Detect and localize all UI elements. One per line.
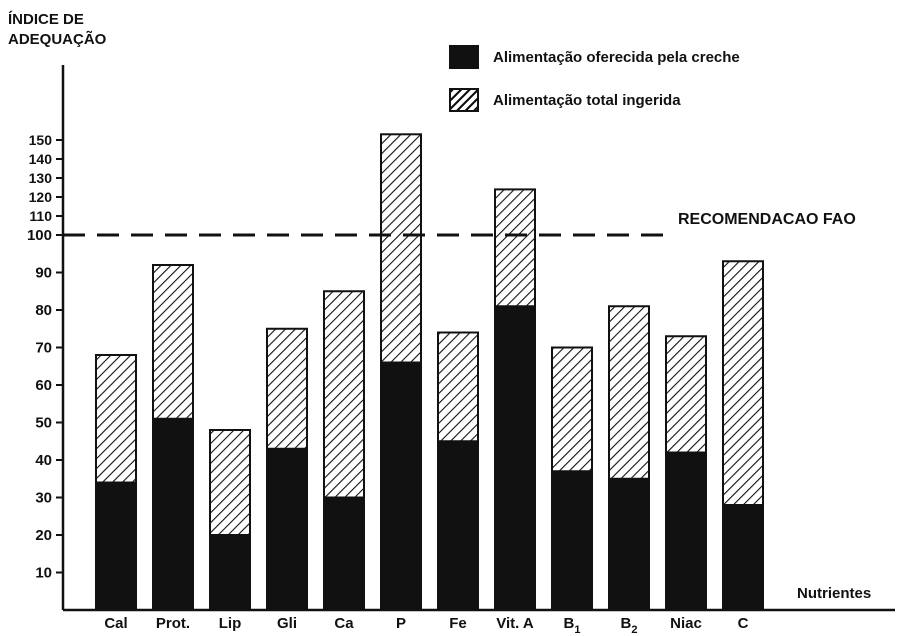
reference-line-label: RECOMENDACAO FAO <box>678 211 856 228</box>
y-axis-title-line-2: ADEQUAÇÃO <box>8 31 107 48</box>
y-tick-label: 50 <box>35 415 52 432</box>
bar-creche-7 <box>494 305 536 611</box>
y-tick-label: 90 <box>35 265 52 282</box>
x-tick-label: Gli <box>277 615 297 632</box>
x-tick-label: Ca <box>334 615 354 632</box>
bar-creche-10 <box>665 451 707 611</box>
bar-creche-1 <box>152 417 194 611</box>
x-tick-label: P <box>396 615 406 632</box>
y-tick-label: 20 <box>35 527 52 544</box>
bar-creche-2 <box>209 534 251 611</box>
x-tick-label: Lip <box>219 615 242 632</box>
bars-layer <box>95 133 764 612</box>
bar-creche-5 <box>380 361 422 611</box>
legend-item-creche: Alimentação oferecida pela creche <box>449 45 740 69</box>
y-axis-title: ÍNDICE DE ADEQUAÇÃO <box>8 10 106 50</box>
bar-creche-9 <box>608 477 650 611</box>
x-tick-label: B2 <box>621 615 638 636</box>
x-tick-label: B1 <box>564 615 581 636</box>
axes-layer <box>61 65 895 612</box>
y-tick-label: 100 <box>27 227 52 244</box>
y-tick-label: 30 <box>35 490 52 507</box>
y-tick-label: 40 <box>35 452 52 469</box>
y-tick-label: 150 <box>29 132 53 148</box>
legend-swatch-hatched <box>449 88 479 112</box>
y-tick-label: 10 <box>35 565 52 582</box>
x-labels-layer: Cal Prot. Lip Gli Ca P Fe Vit. A B1 B2 Niac C <box>104 615 748 636</box>
y-tick-label: 130 <box>29 170 53 186</box>
bar-creche-0 <box>95 481 137 611</box>
x-tick-label: Prot. <box>156 615 190 632</box>
x-tick-label: Niac <box>670 615 702 632</box>
legend-swatch-solid <box>449 45 479 69</box>
x-tick-label: Fe <box>449 615 467 632</box>
y-tick-label: 140 <box>29 151 53 167</box>
x-tick-label: Cal <box>104 615 127 632</box>
legend-label-total: Alimentação total ingerida <box>493 91 681 109</box>
ticks-layer: 10 20 30 40 50 60 70 80 90 100 110 120 130 140 150 <box>27 132 63 582</box>
bar-creche-4 <box>323 496 365 611</box>
y-tick-label: 120 <box>29 189 53 205</box>
y-tick-label: 110 <box>29 208 52 224</box>
y-tick-label: 60 <box>35 377 52 394</box>
bar-creche-11 <box>722 504 764 611</box>
bar-creche-3 <box>266 447 308 611</box>
x-axis-title: Nutrientes <box>797 585 872 602</box>
bar-creche-8 <box>551 470 593 611</box>
bar-creche-6 <box>437 440 479 611</box>
x-tick-label: C <box>738 615 749 632</box>
x-tick-label: Vit. A <box>496 615 534 632</box>
legend-item-total: Alimentação total ingerida <box>449 88 681 112</box>
y-tick-label: 80 <box>35 302 52 319</box>
legend-label-creche: Alimentação oferecida pela creche <box>493 48 740 66</box>
y-tick-label: 70 <box>35 340 52 357</box>
y-axis-title-line-1: ÍNDICE DE <box>8 11 84 28</box>
